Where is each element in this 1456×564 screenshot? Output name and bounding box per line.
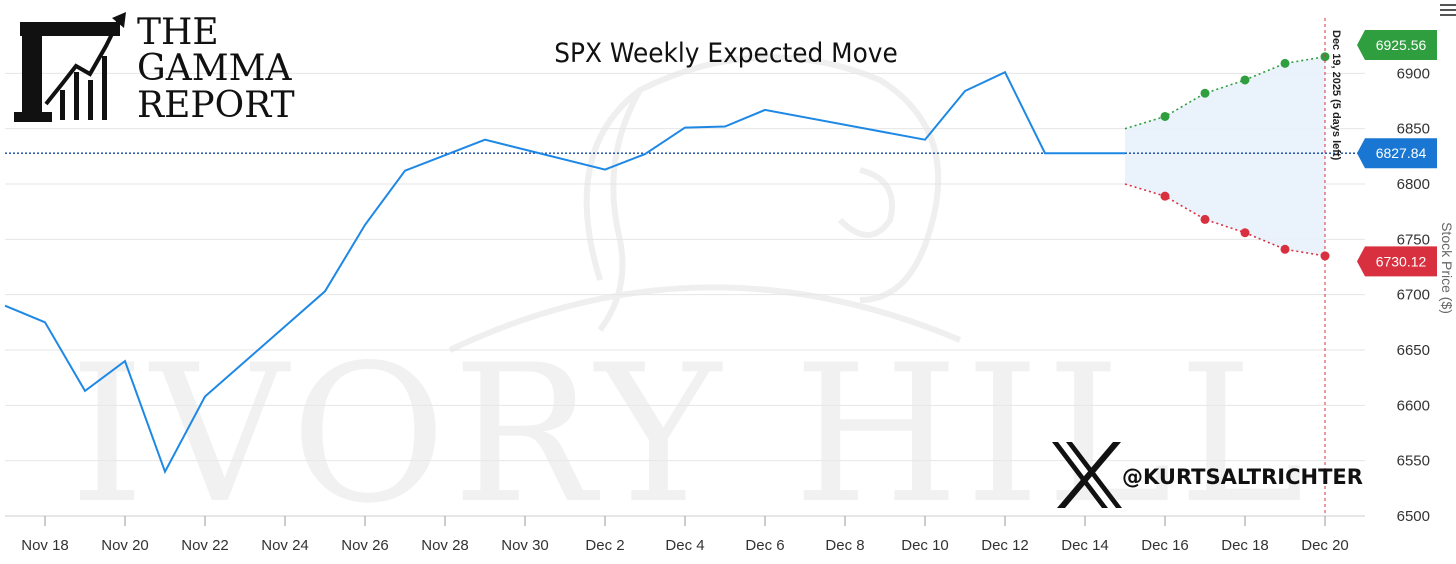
x-tick-label: Nov 22: [181, 537, 229, 554]
y-tick-label: 6900: [1397, 65, 1430, 82]
x-tick-label: Dec 8: [825, 537, 864, 554]
expected-move-area: [1125, 56, 1325, 256]
menu-bar: [1440, 4, 1456, 6]
elephant-watermark-icon: [448, 54, 962, 353]
lower-expected-move: [1124, 183, 1330, 261]
y-tick-label: 6550: [1397, 453, 1430, 470]
x-tick-label: Dec 20: [1301, 537, 1349, 554]
current-price-badge: 6827.84: [1357, 138, 1437, 169]
expiry-marker-label: Dec 19, 2025 (5 days left): [1330, 30, 1342, 161]
lower-expected-move-point: [1160, 191, 1170, 201]
watermark: IVORY HILL: [70, 54, 1311, 545]
social-handle: @KURTSALTRICHTER: [1052, 442, 1363, 508]
x-tick-label: Dec 10: [901, 537, 949, 554]
y-tick-label: 6750: [1397, 231, 1430, 248]
chart-title: SPX Weekly Expected Move: [554, 38, 898, 69]
upper-expected-move-line: [1124, 55, 1326, 130]
x-tick-label: Dec 16: [1141, 537, 1189, 554]
upper-expected-move-point: [1280, 58, 1290, 68]
y-tick-label: 6600: [1397, 397, 1430, 414]
y-tick-label: 6650: [1397, 342, 1430, 359]
lower-expected-move-line: [1124, 183, 1326, 257]
menu-bar: [1440, 14, 1456, 16]
x-tick-label: Nov 30: [501, 537, 549, 554]
x-tick-label: Dec 2: [585, 537, 624, 554]
lower-end-label: 6730.12: [1376, 253, 1427, 269]
x-tick-label: Nov 28: [421, 537, 469, 554]
upper-expected-move-point: [1160, 111, 1170, 121]
y-axis: 6500 6550 6600 6650 6700 6750 6800 6850 6900: [1397, 65, 1430, 525]
x-tick-label: Dec 4: [665, 537, 704, 554]
upper-end-label: 6925.56: [1376, 37, 1427, 53]
current-price-label: 6827.84: [1376, 145, 1427, 161]
watermark-text: IVORY HILL: [70, 324, 1311, 545]
x-tick-label: Dec 18: [1221, 537, 1269, 554]
lower-expected-move-point: [1280, 244, 1290, 254]
x-tick-label: Dec 6: [745, 537, 784, 554]
x-tick-label: Nov 26: [341, 537, 389, 554]
lower-expected-move-point: [1200, 214, 1210, 224]
x-logo-icon: [1052, 442, 1122, 508]
y-tick-label: 6500: [1397, 508, 1430, 525]
lower-end-badge: 6730.12: [1357, 246, 1437, 277]
y-tick-label: 6700: [1397, 287, 1430, 304]
logo-line-1: THE: [137, 12, 219, 53]
gamma-chart-logo-icon: [14, 12, 126, 122]
hamburger-menu-icon[interactable]: [1440, 2, 1456, 16]
x-tick-label: Nov 18: [21, 537, 69, 554]
y-tick-label: 6800: [1397, 176, 1430, 193]
x-tick-label: Nov 20: [101, 537, 149, 554]
lower-expected-move-point: [1240, 228, 1250, 238]
gamma-report-logo: THE GAMMA REPORT: [14, 12, 295, 126]
menu-bar: [1440, 9, 1456, 11]
x-tick-label: Dec 14: [1061, 537, 1109, 554]
price-series-line: [4, 70, 1125, 475]
x-tick-label: Dec 12: [981, 537, 1029, 554]
upper-expected-move-point: [1240, 75, 1250, 85]
x-axis: Nov 18 Nov 20 Nov 22 Nov 24 Nov 26 Nov 28 Nov …: [5, 515, 1365, 554]
expected-move-band: [1125, 56, 1325, 256]
y-tick-label: 6850: [1397, 121, 1430, 138]
logo-line-2: GAMMA: [137, 48, 292, 89]
upper-expected-move-point: [1200, 88, 1210, 98]
social-handle-text: @KURTSALTRICHTER: [1122, 465, 1363, 489]
x-tick-label: Nov 24: [261, 537, 309, 554]
lower-expected-move-point: [1320, 251, 1330, 261]
logo-line-3: REPORT: [137, 85, 295, 126]
y-axis-title: Stock Price ($): [1439, 222, 1455, 314]
upper-end-badge: 6925.56: [1357, 30, 1437, 61]
